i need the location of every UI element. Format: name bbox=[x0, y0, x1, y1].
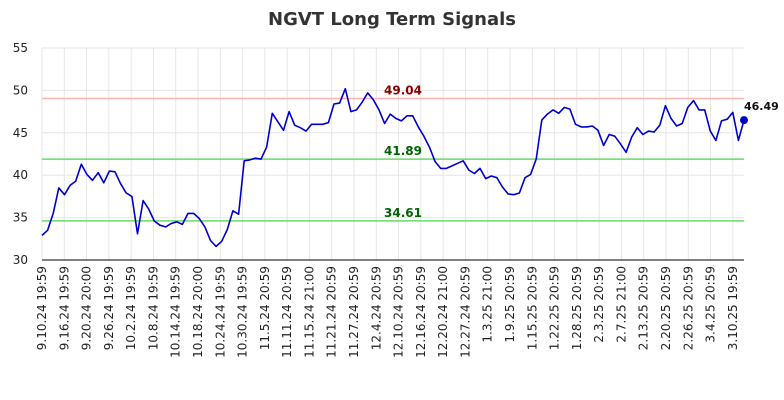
x-tick-label: 11.21.24 20:59 bbox=[325, 266, 339, 358]
x-tick-labels: 9.10.24 19:59 9.16.24 19:59 9.20.24 20:00 9… bbox=[35, 266, 740, 358]
y-tick-label: 30 bbox=[13, 253, 28, 267]
x-tick-label: 11.11.24 20:59 bbox=[280, 266, 294, 358]
x-tick-label: 12.10.24 20:59 bbox=[392, 266, 406, 358]
signal-levels bbox=[42, 97, 744, 222]
x-tick-label: 2.20.25 20:59 bbox=[659, 266, 673, 350]
x-tick-label: 2.13.25 20:59 bbox=[637, 266, 651, 350]
level-label: 34.61 bbox=[384, 206, 422, 220]
x-tick-label: 11.27.24 20:59 bbox=[347, 266, 361, 358]
last-point-marker bbox=[740, 116, 748, 125]
y-tick-labels: 30 35 40 45 50 55 bbox=[13, 41, 28, 267]
last-value-label: 46.49 bbox=[744, 100, 779, 113]
series-line bbox=[41, 87, 745, 248]
x-tick-label: 1.9.25 20:59 bbox=[503, 266, 517, 343]
x-tick-label: 1.22.25 20:59 bbox=[548, 266, 562, 350]
y-tick-label: 35 bbox=[13, 211, 28, 225]
x-tick-label: 10.24.24 19:59 bbox=[213, 266, 227, 358]
x-tick-label: 9.26.24 19:59 bbox=[102, 266, 116, 350]
x-tick-label: 12.16.24 20:59 bbox=[414, 266, 428, 358]
x-tick-label: 10.14.24 19:59 bbox=[169, 266, 183, 358]
x-tick-label: 10.2.24 19:59 bbox=[124, 266, 138, 350]
x-tick-label: 10.18.24 20:00 bbox=[191, 266, 205, 358]
x-tick-label: 1.15.25 20:59 bbox=[525, 266, 539, 350]
x-tick-label: 9.20.24 20:00 bbox=[80, 266, 94, 350]
level-label: 41.89 bbox=[384, 144, 422, 158]
y-tick-label: 55 bbox=[13, 41, 28, 55]
x-tick-label: 12.27.24 20:59 bbox=[458, 266, 472, 358]
annotations: 49.04 41.89 34.61 46.49 bbox=[384, 84, 779, 220]
grid-lines bbox=[41, 47, 744, 261]
x-tick-label: 1.3.25 21:00 bbox=[481, 266, 495, 343]
series-group bbox=[41, 87, 748, 248]
x-tick-label: 2.26.25 20:59 bbox=[681, 266, 695, 350]
x-tick-label: 2.7.25 21:00 bbox=[614, 266, 628, 343]
y-tick-label: 50 bbox=[13, 83, 28, 97]
x-tick-label: 3.4.25 20:59 bbox=[704, 266, 718, 343]
y-tick-label: 40 bbox=[13, 168, 28, 182]
x-tick-label: 12.20.24 21:00 bbox=[436, 266, 450, 358]
x-tick-label: 11.15.24 21:00 bbox=[302, 266, 316, 358]
x-tick-label: 12.4.24 20:59 bbox=[369, 266, 383, 350]
x-tick-label: 1.28.25 20:59 bbox=[570, 266, 584, 350]
chart-title: NGVT Long Term Signals bbox=[268, 9, 516, 30]
x-tick-label: 2.3.25 20:59 bbox=[592, 266, 606, 343]
x-tick-label: 9.10.24 19:59 bbox=[35, 266, 49, 350]
x-tick-label: 10.30.24 19:59 bbox=[236, 266, 250, 358]
level-label: 49.04 bbox=[384, 84, 422, 98]
x-tick-label: 11.5.24 20:59 bbox=[258, 266, 272, 350]
x-tick-label: 10.8.24 19:59 bbox=[146, 266, 160, 350]
y-tick-label: 45 bbox=[13, 126, 28, 140]
x-tick-label: 9.16.24 19:59 bbox=[57, 266, 71, 350]
x-tick-label: 3.10.25 19:59 bbox=[726, 266, 740, 350]
